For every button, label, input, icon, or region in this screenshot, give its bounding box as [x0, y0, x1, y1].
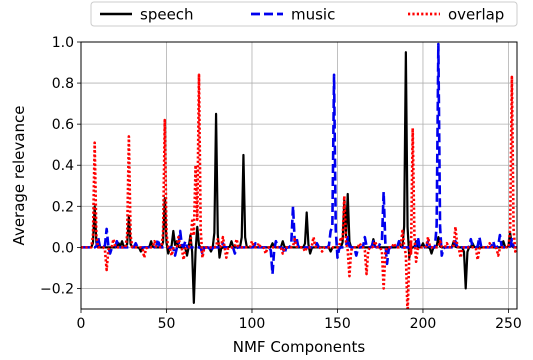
x-axis: 0 50 100 150 200 250 — [77, 309, 522, 332]
plot-frame — [80, 41, 518, 310]
y-axis-label: Average relevance — [10, 106, 28, 246]
legend: speech music overlap — [90, 1, 518, 27]
x-tick-label: 150 — [324, 316, 351, 332]
legend-frame — [90, 1, 518, 27]
plot-area — [81, 42, 517, 309]
series-line-overlap — [81, 73, 517, 309]
x-tick-label: 100 — [239, 316, 266, 332]
x-tick-label: 50 — [158, 316, 176, 332]
legend-label-speech: speech — [140, 6, 194, 24]
y-tick-label: 0.0 — [52, 240, 74, 256]
legend-label-overlap: overlap — [448, 6, 504, 24]
x-tick-label: 0 — [77, 316, 86, 332]
series-lines — [81, 42, 517, 309]
y-tick-label: 0.4 — [52, 158, 74, 174]
y-axis: −0.2 0.0 0.2 0.4 0.6 0.8 1.0 — [40, 35, 81, 297]
legend-label-music: music — [291, 6, 335, 24]
series-line-music — [81, 42, 517, 276]
x-axis-label: NMF Components — [233, 338, 366, 356]
y-tick-label: −0.2 — [40, 281, 74, 297]
y-tick-label: 0.6 — [52, 117, 74, 133]
y-tick-label: 0.8 — [52, 76, 74, 92]
y-tick-label: 0.2 — [52, 199, 74, 215]
y-tick-label: 1.0 — [52, 35, 74, 51]
x-tick-label: 200 — [410, 316, 437, 332]
x-tick-label: 250 — [495, 316, 522, 332]
